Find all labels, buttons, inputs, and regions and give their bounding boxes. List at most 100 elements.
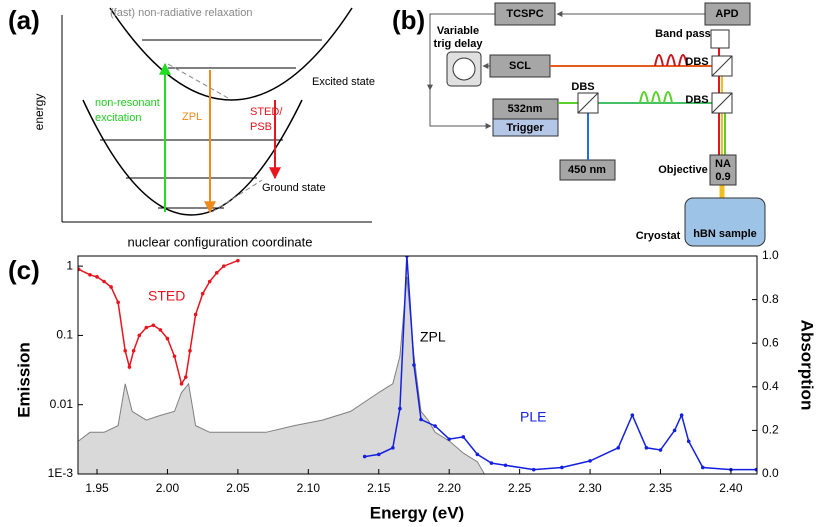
point bbox=[503, 463, 508, 468]
plot-area bbox=[78, 256, 757, 474]
delay-dial bbox=[452, 57, 476, 81]
series-label: STED bbox=[148, 288, 185, 304]
point bbox=[151, 323, 156, 328]
point bbox=[144, 325, 149, 330]
cable bbox=[429, 90, 492, 129]
series-label: PLE bbox=[520, 409, 546, 425]
dbs-cube bbox=[711, 55, 733, 77]
point bbox=[672, 428, 677, 433]
x-tick-label: 1.95 bbox=[85, 481, 109, 495]
label: 450 nm bbox=[568, 164, 606, 176]
label: Excited state bbox=[312, 76, 375, 88]
pulses bbox=[654, 54, 688, 67]
panel-label: (b) bbox=[392, 5, 425, 35]
label: (fast) non-radiative relaxation bbox=[110, 7, 252, 19]
series-line bbox=[78, 259, 239, 386]
label: Objective bbox=[658, 164, 708, 176]
y-tick-label: 1 bbox=[66, 258, 73, 272]
label: DBS bbox=[571, 81, 594, 93]
label: trig delay bbox=[434, 38, 484, 50]
point bbox=[391, 446, 395, 450]
point bbox=[200, 291, 205, 296]
point bbox=[489, 461, 494, 465]
point bbox=[78, 267, 81, 272]
y2-tick-label: 0.0 bbox=[762, 466, 779, 480]
point bbox=[131, 348, 136, 353]
apd-box bbox=[704, 2, 751, 26]
series-line bbox=[78, 276, 485, 474]
label: 532nm bbox=[508, 103, 543, 115]
x-tick-label: 2.10 bbox=[297, 481, 321, 495]
label: Variable bbox=[437, 25, 479, 37]
y-axis-label: Emission bbox=[14, 342, 33, 418]
point bbox=[123, 348, 127, 353]
y2-tick-label: 0.2 bbox=[762, 423, 779, 437]
point bbox=[214, 271, 219, 275]
label: excitation bbox=[95, 112, 141, 124]
dbs-cube bbox=[577, 92, 599, 114]
x-axis-label: Energy (eV) bbox=[370, 503, 464, 522]
point bbox=[376, 452, 381, 457]
pulses bbox=[639, 91, 673, 104]
y2-tick-label: 0.4 bbox=[762, 379, 779, 393]
panel-a: (a) (fast) non-radiative relaxation Exci… bbox=[8, 5, 375, 250]
annotation: ZPL bbox=[420, 329, 446, 345]
x-tick-label: 2.30 bbox=[578, 481, 602, 495]
label: Band pass bbox=[655, 28, 711, 40]
point bbox=[419, 417, 423, 422]
label: non-resonant bbox=[95, 97, 160, 109]
x-tick-label: 2.40 bbox=[719, 481, 743, 495]
label: 0.9 bbox=[715, 171, 730, 183]
point bbox=[222, 264, 226, 268]
x-tick-label: 2.25 bbox=[508, 481, 532, 495]
label: ZPL bbox=[182, 111, 202, 123]
y2-tick-label: 1.0 bbox=[762, 248, 779, 262]
point bbox=[127, 365, 132, 369]
point bbox=[700, 465, 705, 470]
label: hBN sample bbox=[693, 228, 757, 240]
axis-label: energy bbox=[32, 94, 46, 131]
cable bbox=[427, 13, 495, 91]
point bbox=[179, 382, 184, 386]
point bbox=[362, 454, 367, 459]
point bbox=[754, 467, 757, 472]
excited-curve bbox=[109, 7, 353, 101]
x-tick-label: 2.15 bbox=[367, 481, 391, 495]
point bbox=[433, 424, 437, 428]
panel-b: (b) TCSPC APD Variable trig delay Band p… bbox=[392, 2, 766, 247]
point bbox=[137, 333, 142, 338]
point bbox=[679, 413, 684, 417]
point bbox=[102, 279, 106, 284]
point bbox=[188, 348, 192, 353]
point bbox=[193, 312, 198, 317]
point bbox=[686, 439, 691, 444]
point bbox=[88, 272, 92, 277]
point bbox=[116, 300, 120, 305]
label: Ground state bbox=[262, 182, 326, 194]
point bbox=[158, 328, 163, 332]
panel-label: (c) bbox=[8, 255, 40, 285]
plot-frame bbox=[77, 255, 758, 475]
label: STED/ bbox=[250, 106, 283, 118]
point bbox=[412, 363, 416, 367]
relaxation bbox=[167, 63, 229, 99]
point bbox=[172, 354, 177, 359]
relaxation bbox=[211, 179, 263, 213]
panel-label: (a) bbox=[8, 5, 40, 35]
label: Cryostat bbox=[636, 230, 681, 242]
objective bbox=[709, 154, 737, 186]
label: DBS bbox=[685, 56, 708, 68]
point bbox=[588, 459, 592, 463]
ground-curve bbox=[82, 99, 303, 216]
cryostat bbox=[684, 197, 766, 247]
point bbox=[630, 413, 635, 417]
point bbox=[165, 336, 170, 341]
label: PSB bbox=[250, 121, 272, 133]
tcspc-box bbox=[494, 2, 556, 26]
point bbox=[236, 258, 240, 263]
dbs-cube bbox=[711, 92, 733, 114]
x-tick-label: 2.00 bbox=[156, 481, 180, 495]
point bbox=[183, 375, 188, 379]
y2-tick-label: 0.6 bbox=[762, 335, 779, 349]
